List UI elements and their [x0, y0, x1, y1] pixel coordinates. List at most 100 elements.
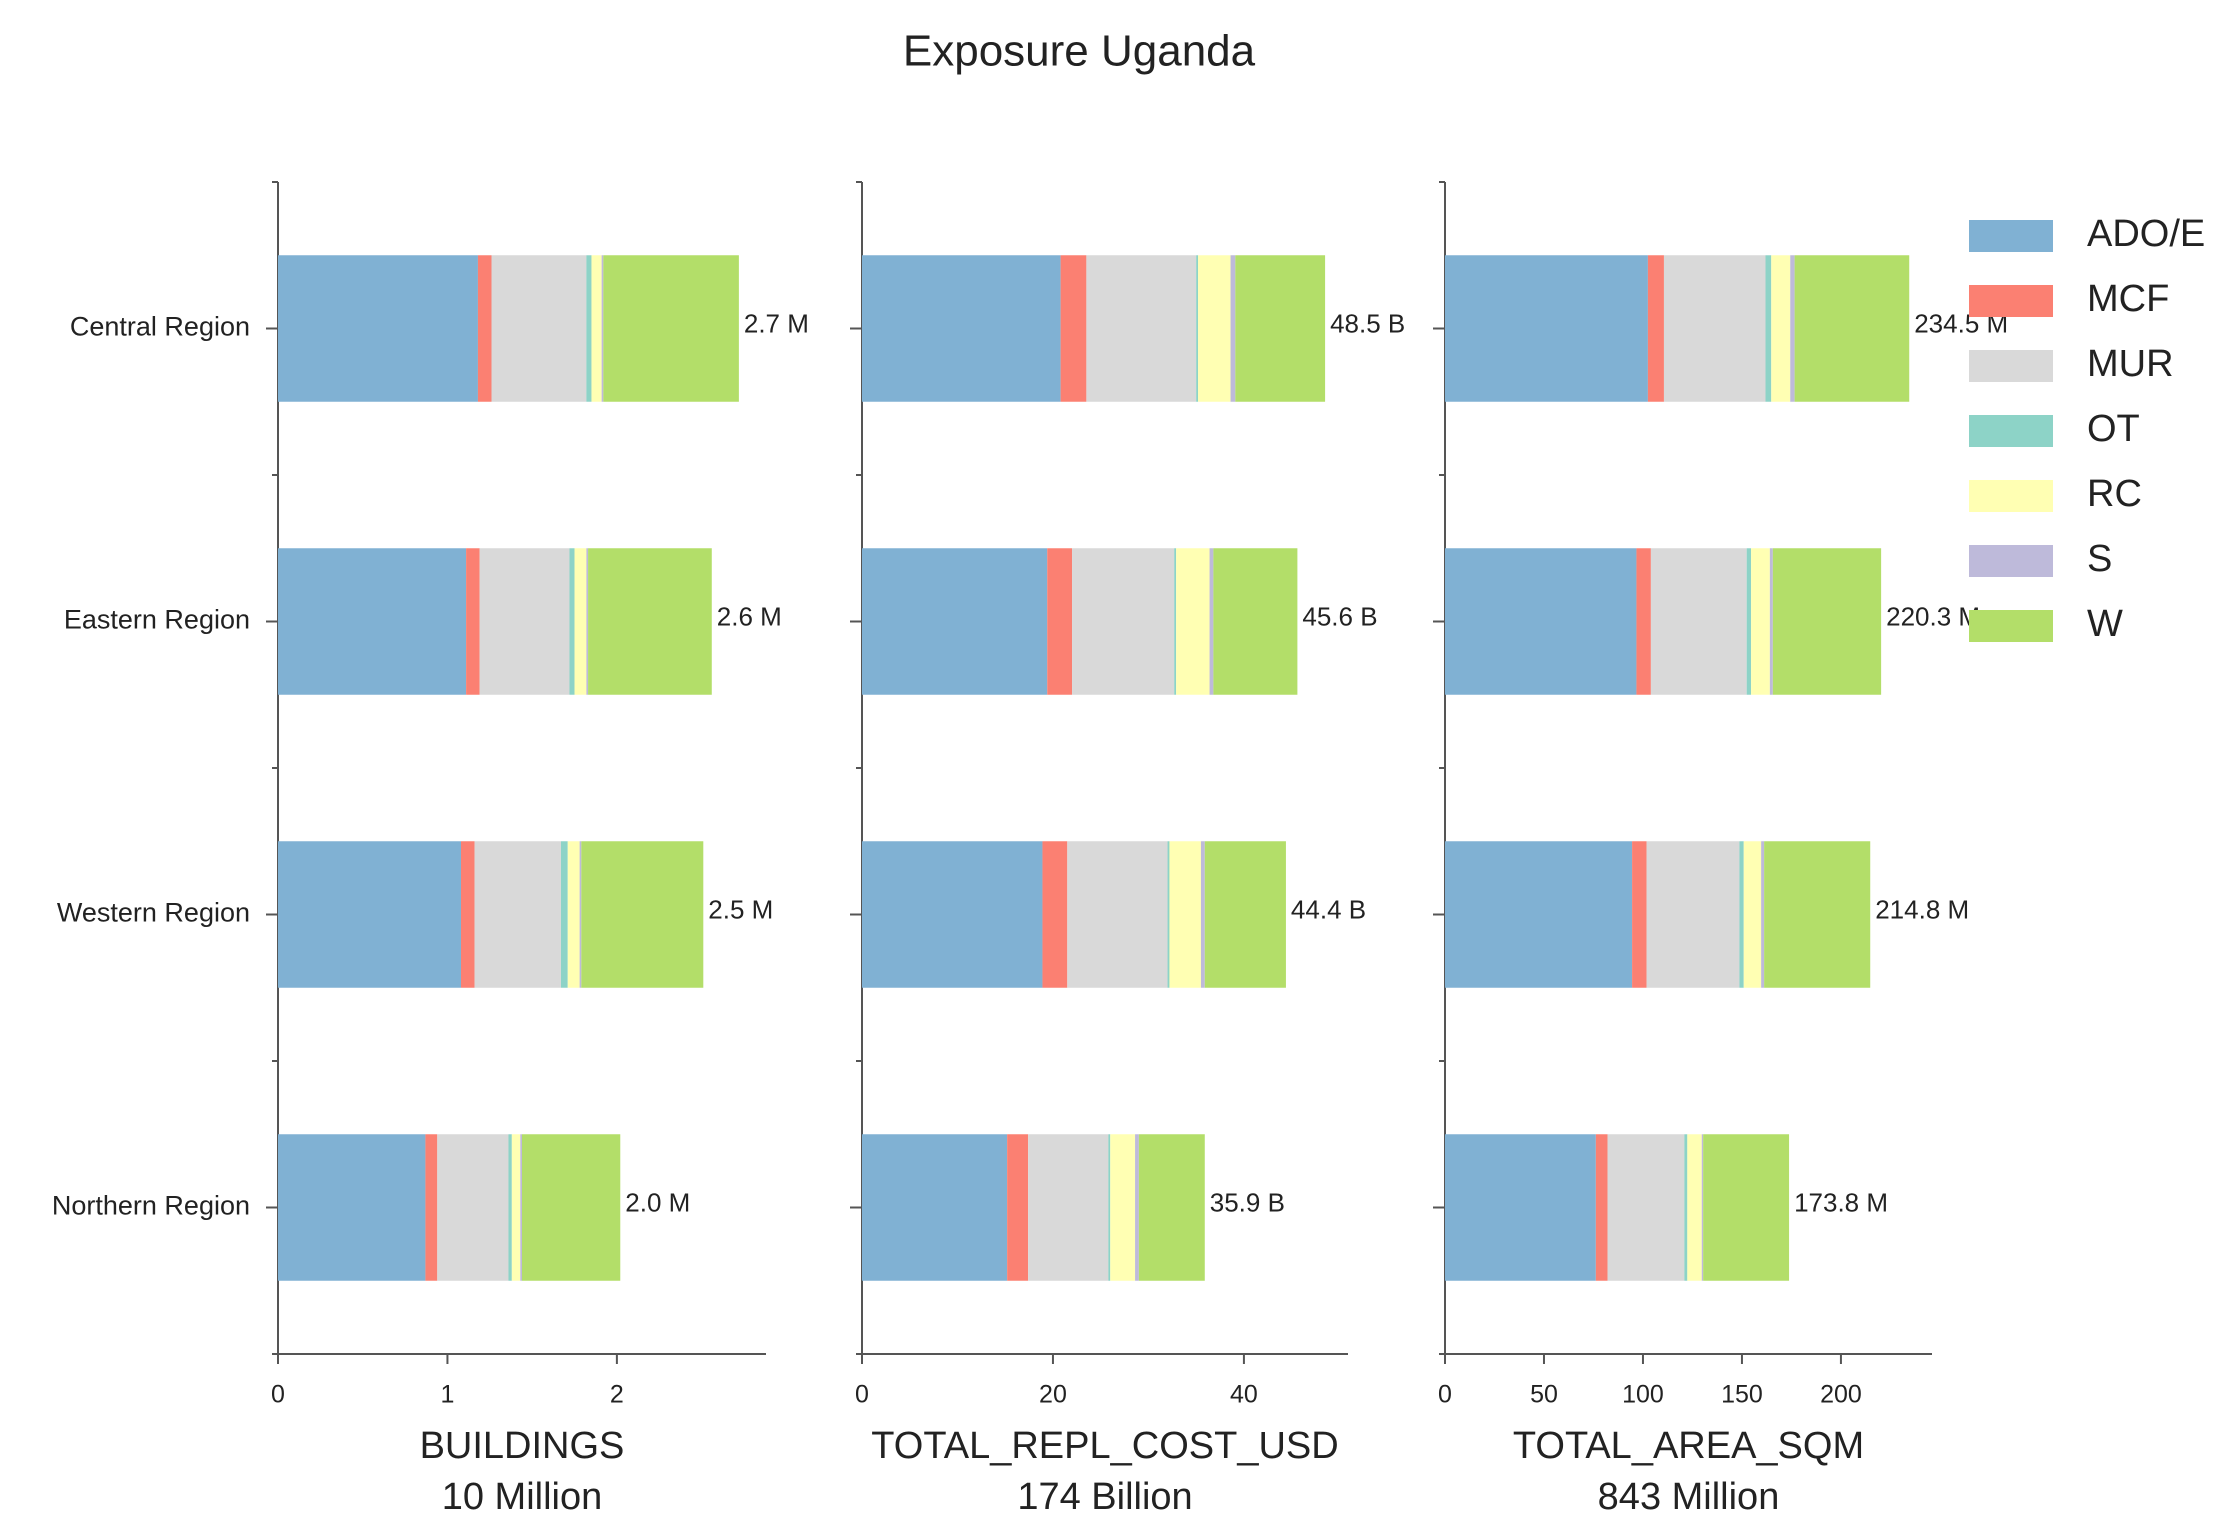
bar-segment	[1647, 255, 1664, 402]
x-axis-total: 10 Million	[442, 1476, 603, 1518]
x-tick-label: 1	[440, 1381, 454, 1409]
bar-segment	[1746, 548, 1752, 695]
bar-segment	[1176, 548, 1210, 695]
bar-segment	[586, 548, 589, 695]
bar-segment	[1445, 841, 1633, 988]
bar-segment	[1764, 841, 1871, 988]
bar-segment	[1213, 548, 1298, 695]
legend-label: MUR	[2087, 343, 2174, 385]
bar-segment	[579, 841, 582, 988]
bar-segment	[278, 255, 478, 402]
bar-segment	[1684, 1134, 1688, 1281]
bar-segment	[1200, 841, 1205, 988]
total-label: 2.0 M	[625, 1187, 690, 1217]
bar-segment	[586, 255, 592, 402]
bar-segment	[567, 841, 580, 988]
bar-segment	[1072, 548, 1175, 695]
legend-label: RC	[2087, 473, 2142, 515]
bar-segment	[1794, 255, 1910, 402]
x-tick-label: 0	[1438, 1381, 1452, 1409]
legend-label: OT	[2087, 408, 2140, 450]
bar-segment	[560, 841, 568, 988]
x-axis-total: 174 Billion	[1017, 1476, 1192, 1518]
bar-segment	[569, 548, 575, 695]
bar-segment	[1632, 841, 1647, 988]
bar-segment	[1138, 1134, 1205, 1281]
total-label: 2.5 M	[708, 894, 773, 924]
bar-segment	[1650, 548, 1747, 695]
bar-segment	[1196, 255, 1199, 402]
y-tick-label: Northern Region	[52, 1191, 250, 1221]
x-axis-label: TOTAL_REPL_COST_USD	[871, 1425, 1338, 1467]
x-tick-label: 200	[1820, 1381, 1862, 1409]
bar-segment	[1198, 255, 1231, 402]
bar-segment	[479, 548, 570, 695]
x-tick-label: 100	[1622, 1381, 1664, 1409]
bar-segment	[1028, 1134, 1109, 1281]
bar-segment	[1445, 1134, 1596, 1281]
bar-segment	[1167, 841, 1170, 988]
bar-segment	[862, 841, 1043, 988]
bar-segment	[1110, 1134, 1136, 1281]
bar-segment	[1595, 1134, 1608, 1281]
legend-swatch	[1969, 545, 2053, 577]
bar-segment	[461, 841, 475, 988]
bar-segment	[1204, 841, 1286, 988]
bar-segment	[1771, 255, 1791, 402]
total-label: 220.3 M	[1886, 601, 1980, 631]
bar-segment	[511, 1134, 521, 1281]
total-label: 45.6 B	[1302, 601, 1377, 631]
bar-segment	[1047, 548, 1073, 695]
bar-segment	[1445, 548, 1637, 695]
bar-segment	[1765, 255, 1772, 402]
bar-segment	[1060, 255, 1087, 402]
legend-label: ADO/E	[2087, 213, 2205, 255]
legend-swatch	[1969, 610, 2053, 642]
x-axis-total: 843 Million	[1598, 1476, 1780, 1518]
bar-segment	[1174, 548, 1177, 695]
legend-swatch	[1969, 350, 2053, 382]
figure-title: Exposure Uganda	[903, 27, 1256, 76]
bar-segment	[601, 255, 604, 402]
bar-segment	[1663, 255, 1766, 402]
bar-segment	[1607, 1134, 1685, 1281]
legend-swatch	[1969, 415, 2053, 447]
bar-segment	[1790, 255, 1795, 402]
x-axis-label: TOTAL_AREA_SQM	[1513, 1425, 1864, 1467]
total-label: 173.8 M	[1794, 1187, 1888, 1217]
bar-segment	[466, 548, 480, 695]
x-tick-label: 150	[1721, 1381, 1763, 1409]
bar-segment	[588, 548, 712, 695]
bar-segment	[520, 1134, 522, 1281]
bar-segment	[1042, 841, 1068, 988]
y-tick-label: Western Region	[57, 898, 250, 928]
total-label: 48.5 B	[1330, 308, 1405, 338]
y-tick-label: Central Region	[70, 312, 250, 342]
bar-segment	[603, 255, 739, 402]
legend-label: S	[2087, 538, 2112, 580]
bar-segment	[1701, 1134, 1704, 1281]
total-label: 2.7 M	[744, 308, 809, 338]
bar-segment	[474, 841, 561, 988]
bar-segment	[862, 1134, 1008, 1281]
bar-segment	[508, 1134, 512, 1281]
bar-segment	[1687, 1134, 1702, 1281]
x-tick-label: 0	[855, 1381, 869, 1409]
bar-segment	[1169, 841, 1201, 988]
bar-segment	[1007, 1134, 1029, 1281]
bar-segment	[1209, 548, 1214, 695]
bar-segment	[278, 841, 461, 988]
x-tick-label: 20	[1039, 1381, 1067, 1409]
total-label: 214.8 M	[1875, 894, 1969, 924]
bar-segment	[1769, 548, 1773, 695]
bar-segment	[522, 1134, 621, 1281]
bar-segment	[591, 255, 602, 402]
total-label: 35.9 B	[1210, 1187, 1285, 1217]
legend-swatch	[1969, 220, 2053, 252]
bar-segment	[1067, 841, 1168, 988]
bar-segment	[1445, 255, 1648, 402]
bar-segment	[491, 255, 587, 402]
x-tick-label: 0	[271, 1381, 285, 1409]
